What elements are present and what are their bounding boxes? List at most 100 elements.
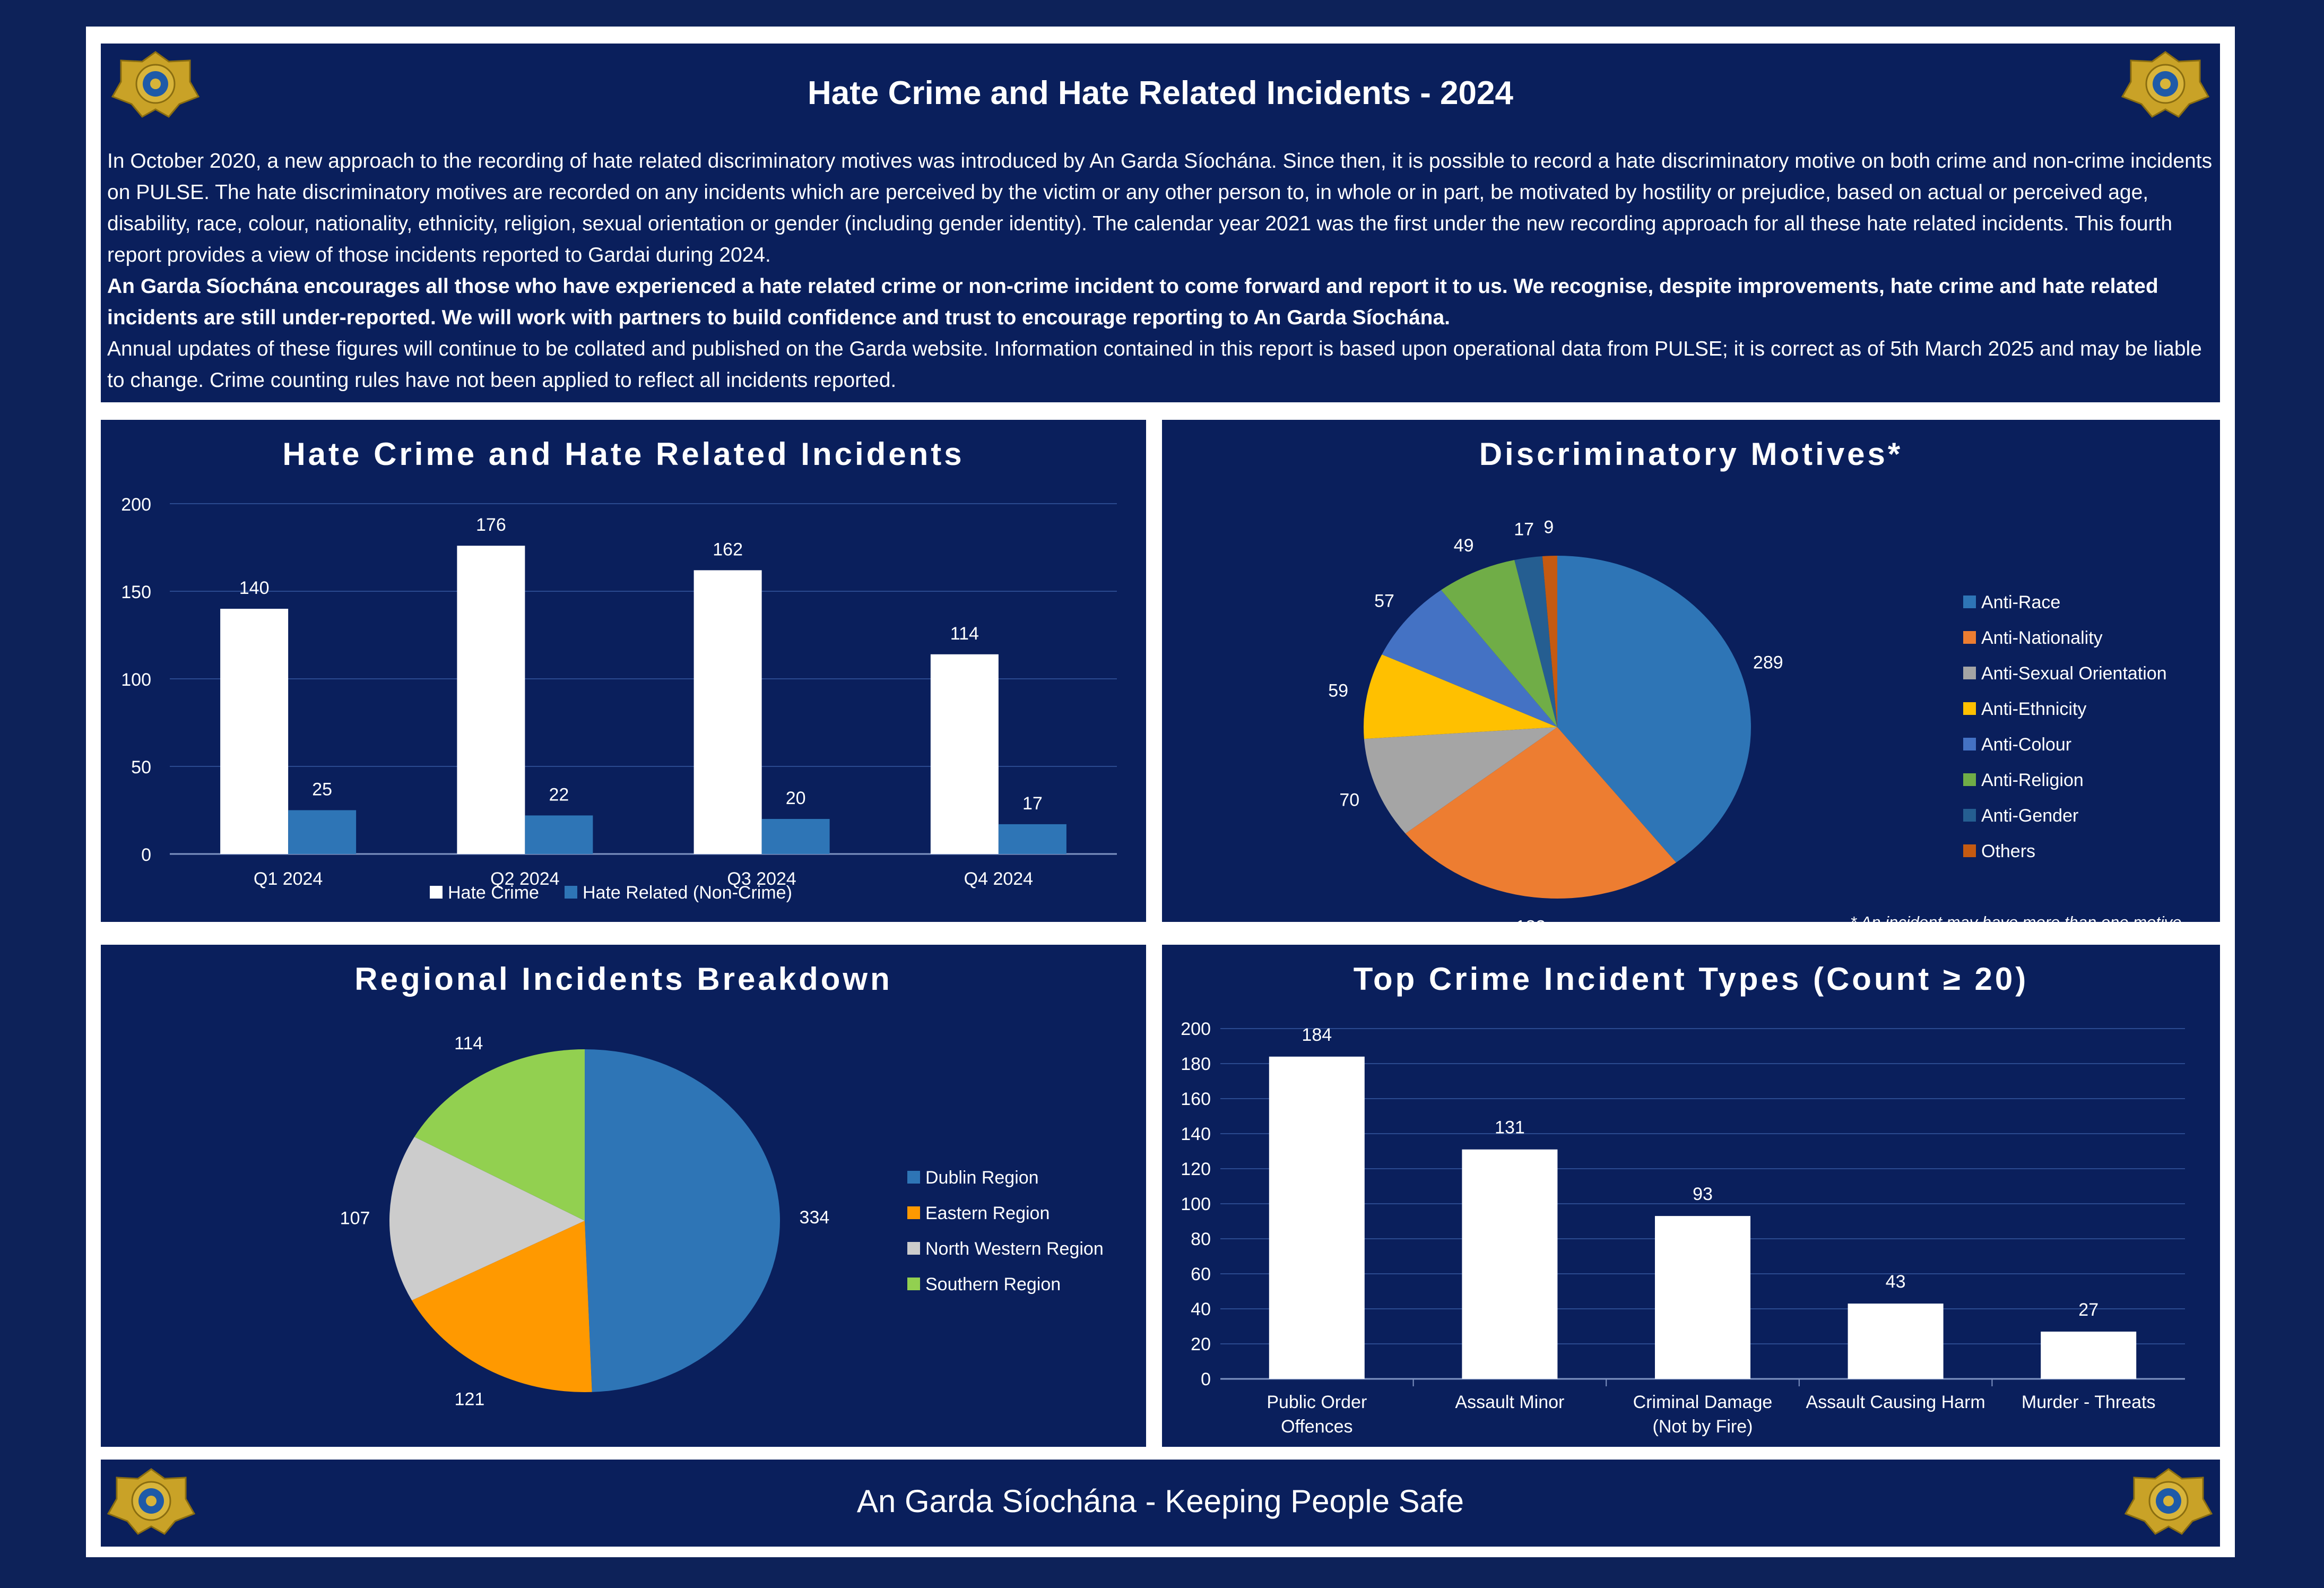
bar: [1462, 1149, 1558, 1379]
legend-swatch: [907, 1171, 920, 1184]
data-label: 17: [1514, 519, 1534, 539]
y-tick-label: 60: [1191, 1264, 1211, 1284]
legend-swatch: [1963, 844, 1976, 857]
data-label: 114: [454, 1033, 483, 1054]
bar: [1655, 1216, 1750, 1379]
y-tick-label: 150: [121, 582, 151, 602]
data-label: 131: [1495, 1118, 1525, 1138]
data-label: 70: [1339, 790, 1359, 810]
x-tick-label: Assault Causing Harm: [1806, 1392, 1985, 1412]
footer-slogan: An Garda Síochána - Keeping People Safe: [856, 1483, 1464, 1519]
legend-swatch: [1963, 667, 1976, 679]
intro-paragraph: In October 2020, a new approach to the r…: [107, 150, 2213, 266]
legend-label: North Western Region: [925, 1239, 1104, 1259]
legend-swatch: [565, 886, 577, 899]
legend-swatch: [1963, 702, 1976, 715]
data-label: 114: [950, 624, 979, 644]
y-tick-label: 160: [1181, 1089, 1211, 1109]
y-tick-label: 0: [1201, 1369, 1211, 1390]
legend-label: Hate Crime: [448, 883, 539, 903]
chart-title: Regional Incidents Breakdown: [354, 961, 892, 997]
data-label: 22: [549, 784, 569, 805]
encouragement-paragraph: An Garda Síochána encourages all those w…: [107, 275, 2158, 329]
x-tick-label: (Not by Fire): [1653, 1417, 1753, 1437]
bar: [2041, 1331, 2137, 1379]
pie-slice: [1514, 556, 1557, 727]
x-tick-label: Q1 2024: [254, 869, 323, 889]
data-label: 27: [2078, 1300, 2098, 1320]
pie-slice: [1557, 556, 1751, 862]
garda-crest-icon: [2121, 51, 2210, 118]
y-tick-label: 120: [1181, 1159, 1211, 1179]
chart-title: Top Crime Incident Types (Count ≥ 20): [1353, 961, 2029, 997]
legend-label: Eastern Region: [925, 1203, 1050, 1223]
legend-swatch: [1963, 738, 1976, 750]
data-label: 20: [786, 788, 806, 808]
bar-hate-crime: [220, 609, 289, 854]
chart-panel-crime-types: Top Crime Incident Types (Count ≥ 20) 0 2…: [1162, 945, 2220, 1447]
intro-text: In October 2020, a new approach to the r…: [107, 145, 2214, 396]
data-label: 140: [239, 578, 270, 598]
legend-swatch: [907, 1206, 920, 1219]
pie-slice: [414, 1049, 585, 1221]
legend-swatch: [907, 1278, 920, 1290]
x-tick-label: Q3 2024: [727, 869, 796, 889]
chart-panel-regional: Regional Incidents Breakdown 334 121 107 11…: [101, 945, 1146, 1447]
data-label: 59: [1328, 681, 1348, 701]
page-title: Hate Crime and Hate Related Incidents - …: [807, 75, 1513, 111]
legend-swatch: [907, 1242, 920, 1255]
data-label: 121: [455, 1390, 485, 1410]
report-frame: Hate Crime and Hate Related Incidents - …: [86, 27, 2235, 1557]
motives-pie-chart: 289 182 70 59 57 49 17 9 Anti-Race Anti-Nationali…: [1328, 517, 2186, 922]
x-tick-label: Murder - Threats: [2022, 1392, 2156, 1412]
x-tick-label: Q2 2024: [490, 869, 559, 889]
data-label: 184: [1302, 1025, 1332, 1045]
y-tick-label: 50: [131, 757, 151, 778]
bar: [1848, 1304, 1944, 1379]
pie-slice: [1364, 654, 1557, 739]
legend-label: Dublin Region: [925, 1168, 1039, 1188]
x-tick-label: Criminal Damage: [1633, 1392, 1773, 1412]
y-tick-label: 0: [141, 845, 151, 865]
legend-label: Anti-Race: [1981, 592, 2060, 612]
y-tick-label: 20: [1191, 1334, 1211, 1354]
footnote: * An incident may have more than one mot…: [1850, 913, 2186, 922]
garda-crest-icon: [2124, 1468, 2213, 1535]
crime-types-bar-chart: 0 20 40 60 80 100 120 140 160 180 200 184 Public Ord…: [1181, 1019, 2185, 1437]
y-tick-label: 100: [1181, 1194, 1211, 1214]
y-tick-label: 40: [1191, 1299, 1211, 1319]
x-tick-label: Q4 2024: [964, 869, 1033, 889]
legend-swatch: [1963, 773, 1976, 786]
x-tick-label: Offences: [1281, 1417, 1352, 1437]
legend-label: Anti-Colour: [1981, 735, 2071, 755]
data-label: 43: [1886, 1272, 1906, 1292]
pie-slice: [389, 1136, 585, 1301]
y-tick-label: 180: [1181, 1054, 1211, 1074]
data-label: 182: [1515, 917, 1546, 922]
bar: [1269, 1056, 1365, 1379]
bar-hate-crime: [457, 546, 525, 854]
chart-title: Discriminatory Motives*: [1479, 436, 1903, 472]
legend-label: Anti-Gender: [1981, 806, 2078, 826]
legend-swatch: [1963, 809, 1976, 822]
pie-slice: [412, 1221, 592, 1392]
data-label: 107: [340, 1209, 370, 1229]
regional-pie-chart: 334 121 107 114 Dublin Region Eastern Region N…: [340, 1033, 1104, 1410]
y-tick-label: 80: [1191, 1229, 1211, 1249]
y-tick-label: 100: [121, 670, 151, 690]
bar-hate-crime: [930, 654, 999, 854]
legend-label: Anti-Religion: [1981, 770, 2084, 790]
pie-slice: [585, 1049, 780, 1392]
legend-swatch: [1963, 596, 1976, 608]
chart-panel-motives: Discriminatory Motives* 289 182 70 59 57 49 17…: [1162, 420, 2220, 922]
legend-label: Southern Region: [925, 1274, 1061, 1294]
x-tick-label: Public Order: [1267, 1392, 1367, 1412]
legend-label: Anti-Nationality: [1981, 628, 2103, 648]
legend-label: Anti-Ethnicity: [1981, 699, 2086, 719]
bar-hate-related: [998, 824, 1066, 854]
legend-label: Hate Related (Non-Crime): [583, 883, 792, 903]
data-label: 289: [1753, 652, 1783, 672]
bar-hate-crime: [693, 570, 762, 854]
pie-slice: [1364, 727, 1557, 834]
y-tick-label: 140: [1181, 1124, 1211, 1144]
